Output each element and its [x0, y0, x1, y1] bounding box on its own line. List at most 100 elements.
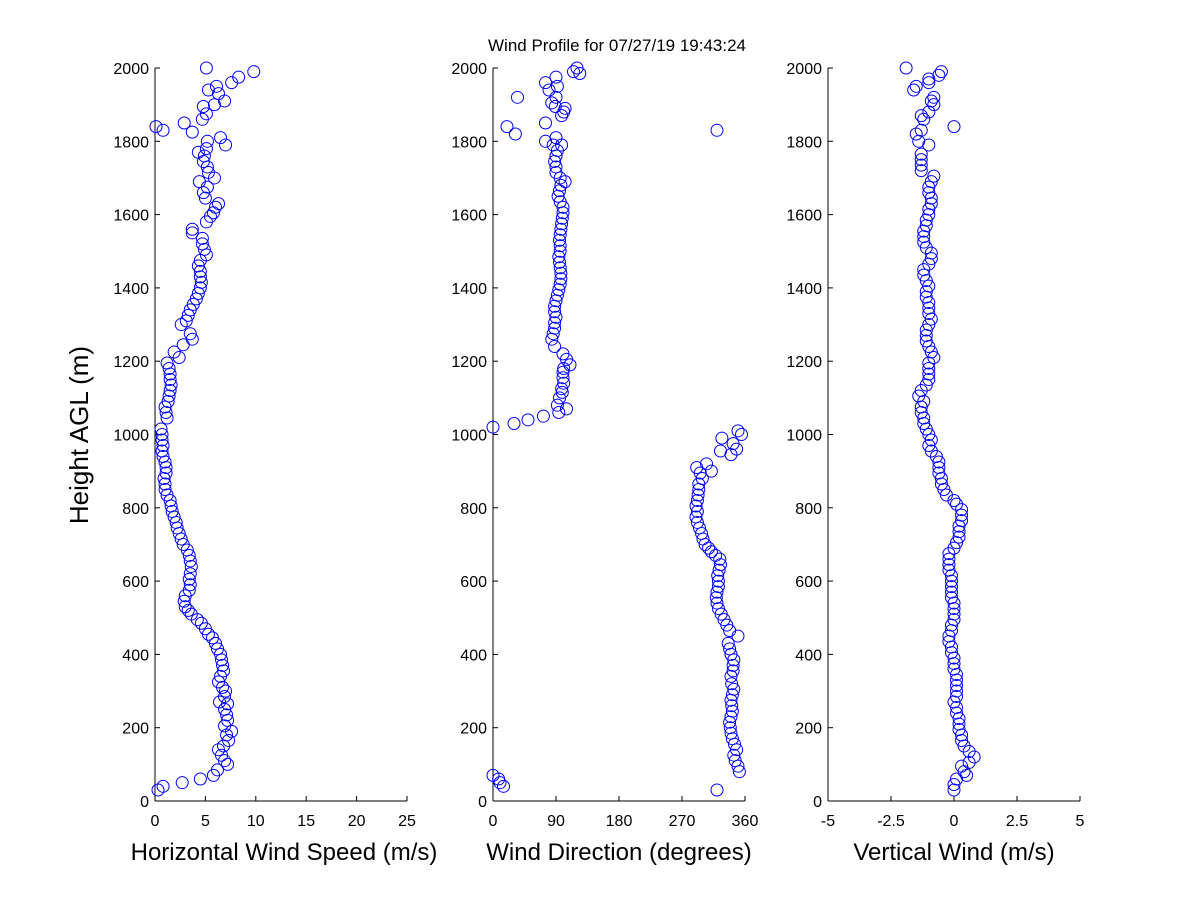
- wind-direction-data-point: [557, 376, 571, 390]
- wind-direction-data-point: [548, 316, 562, 330]
- vertical-wind-data-point: [924, 252, 938, 266]
- vertical-wind-y-tick-label: 600: [795, 574, 822, 591]
- wind-speed-data-point: [212, 87, 226, 101]
- wind-direction-data-point: [725, 677, 739, 691]
- wind-direction-data-point: [553, 277, 567, 291]
- wind-speed-data-point: [162, 362, 176, 376]
- wind-speed-data-point: [182, 548, 196, 562]
- wind-direction-y-tick-label: 0: [478, 794, 487, 811]
- wind-speed-data-point: [163, 373, 177, 387]
- wind-speed-data-point: [183, 567, 197, 581]
- wind-direction-data-point: [546, 138, 560, 152]
- wind-direction-data-point: [554, 222, 568, 236]
- vertical-wind-data-point: [947, 662, 961, 676]
- vertical-wind-data-point: [927, 90, 941, 104]
- wind-speed-x-tick-label: 5: [201, 813, 210, 830]
- wind-speed-data-point: [191, 145, 205, 159]
- wind-direction-data-point: [689, 499, 703, 513]
- vertical-wind-data-point: [947, 778, 961, 792]
- wind-speed-data-point: [156, 449, 170, 463]
- vertical-wind-data-point: [927, 351, 941, 365]
- vertical-wind-data-point: [947, 120, 961, 134]
- wind-direction-data-point: [690, 460, 704, 474]
- wind-speed-y-tick-label: 2000: [113, 61, 149, 78]
- wind-direction-data-point: [500, 120, 514, 134]
- wind-speed-x-tick-label: 15: [297, 813, 315, 830]
- wind-direction-data-point: [723, 721, 737, 735]
- wind-direction-data-point: [721, 636, 735, 650]
- wind-direction-x-tick-label: 180: [606, 813, 633, 830]
- vertical-wind-data-point: [922, 72, 936, 86]
- wind-speed-y-tick-label: 200: [122, 721, 149, 738]
- vertical-wind-data-point: [950, 679, 964, 693]
- vertical-wind-data-point: [950, 772, 964, 786]
- wind-direction-data-point: [725, 699, 739, 713]
- wind-direction-data-point: [728, 754, 742, 768]
- vertical-wind-data-point: [919, 334, 933, 348]
- wind-direction-data-point: [548, 305, 562, 319]
- wind-speed-data-point: [163, 384, 177, 398]
- vertical-wind-data-point: [934, 65, 948, 79]
- wind-direction-data-point: [710, 123, 724, 137]
- wind-speed-data-point: [193, 772, 207, 786]
- wind-direction-data-point: [570, 61, 584, 75]
- wind-direction-data-point: [539, 116, 552, 130]
- wind-direction-data-point: [723, 642, 737, 656]
- wind-speed-data-point: [184, 559, 198, 573]
- vertical-wind-x-tick-label: 5: [1076, 813, 1085, 830]
- wind-direction-data-point: [558, 175, 572, 189]
- wind-direction-y-tick-label: 200: [460, 721, 487, 738]
- wind-speed-data-point: [232, 70, 246, 84]
- wind-speed-data-point: [181, 603, 195, 617]
- wind-direction-data-point: [553, 244, 567, 258]
- vertical-wind-data-point: [924, 94, 938, 108]
- vertical-wind-y-tick-label: 1200: [786, 354, 822, 371]
- wind-direction-y-tick-label: 600: [460, 574, 487, 591]
- wind-direction-y-tick-label: 1800: [451, 134, 487, 151]
- vertical-wind-data-point: [909, 79, 923, 93]
- wind-speed-data-point: [193, 264, 207, 278]
- wind-direction-data-point: [554, 178, 568, 192]
- wind-speed-data-point: [177, 116, 191, 130]
- wind-direction-data-point: [725, 704, 739, 718]
- wind-speed-data-point: [201, 83, 215, 97]
- wind-speed-data-point: [210, 642, 224, 656]
- vertical-wind-data-point: [955, 759, 969, 773]
- vertical-wind-data-point: [922, 367, 936, 381]
- wind-speed-data-point: [156, 123, 170, 137]
- wind-speed-data-point: [164, 378, 178, 392]
- vertical-wind-data-point: [955, 508, 969, 522]
- wind-direction-y-tick-label: 400: [460, 647, 487, 664]
- wind-speed-data-point: [199, 107, 213, 121]
- vertical-wind-y-tick-label: 200: [795, 721, 822, 738]
- vertical-wind-data-point: [914, 147, 928, 161]
- vertical-wind-data-point: [939, 488, 953, 502]
- wind-speed-data-point: [205, 631, 219, 645]
- vertical-wind-x-tick-label: 0: [950, 813, 959, 830]
- wind-speed-data-point: [160, 356, 174, 370]
- vertical-wind-data-point: [922, 373, 936, 387]
- wind-direction-x-axis-label: Wind Direction (degrees): [486, 839, 751, 866]
- wind-speed-data-point: [194, 275, 208, 289]
- vertical-wind-data-point: [924, 345, 938, 359]
- wind-speed-data-point: [159, 406, 173, 420]
- wind-speed-data-point: [209, 79, 223, 93]
- wind-direction-x-tick-label: 360: [732, 813, 759, 830]
- wind-direction-data-point: [726, 664, 740, 678]
- wind-speed-y-tick-label: 800: [122, 501, 149, 518]
- vertical-wind-data-point: [932, 455, 946, 469]
- vertical-wind-data-point: [914, 109, 928, 123]
- wind-speed-data-point: [165, 504, 179, 518]
- wind-speed-y-tick-label: 1400: [113, 281, 149, 298]
- wind-speed-y-tick-label: 600: [122, 574, 149, 591]
- wind-direction-data-point: [542, 83, 556, 97]
- wind-direction-data-point: [557, 362, 571, 376]
- wind-speed-data-point: [217, 664, 231, 678]
- wind-speed-data-point: [193, 281, 207, 295]
- wind-direction-data-point: [727, 682, 741, 696]
- wind-direction-data-point: [704, 464, 718, 478]
- wind-direction-data-point: [553, 261, 567, 275]
- wind-direction-data-point: [553, 255, 566, 269]
- wind-direction-data-point: [554, 266, 568, 280]
